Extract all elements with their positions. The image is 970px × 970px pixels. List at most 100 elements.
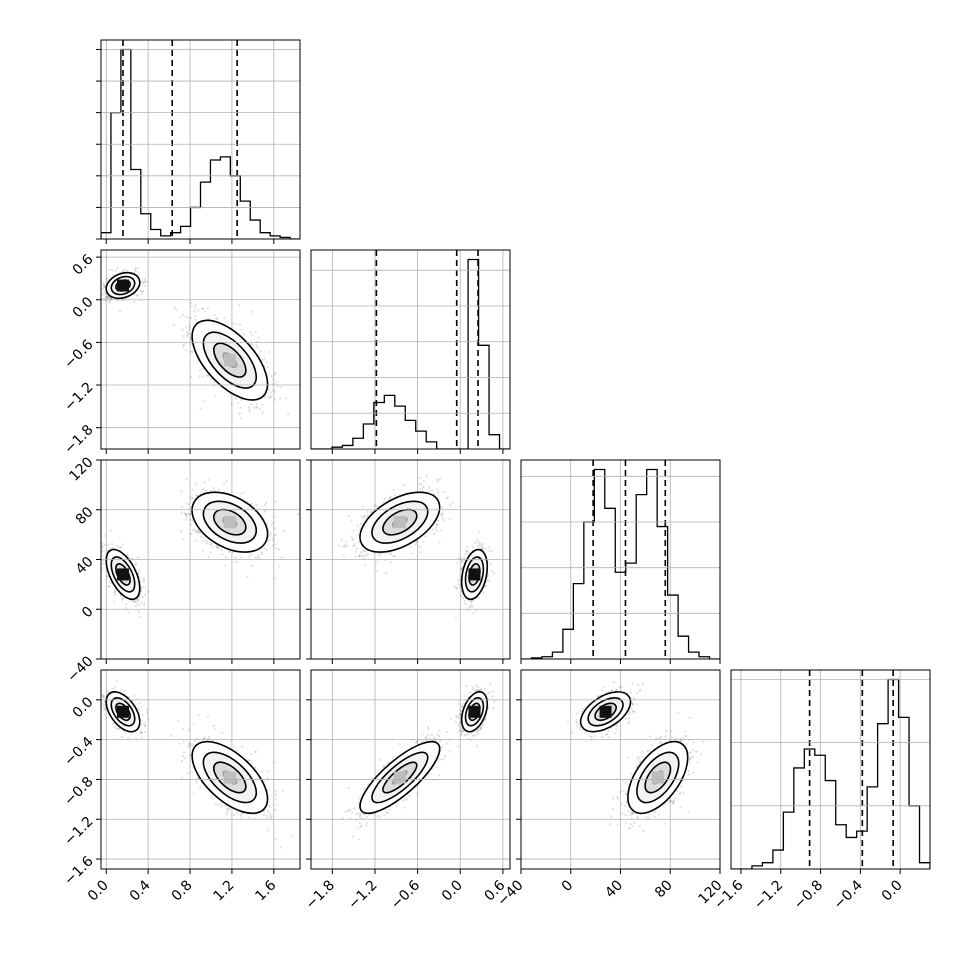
hist-bar (141, 214, 151, 239)
sample-point (118, 310, 122, 313)
sample-point (228, 550, 231, 553)
sample-point (143, 280, 147, 283)
panel-frame (100, 249, 301, 450)
sample-point (210, 489, 213, 493)
sample-point (476, 541, 479, 544)
sample-point (209, 542, 212, 546)
sample-point (206, 307, 210, 310)
hist-bar (384, 395, 394, 449)
sample-point (121, 598, 124, 601)
sample-point (189, 495, 192, 498)
sample-point (491, 550, 494, 553)
sample-point (488, 579, 491, 582)
sample-point (265, 548, 268, 551)
sample-point (422, 540, 425, 544)
hist-bar (191, 207, 201, 239)
sample-point (185, 502, 188, 505)
sample-point (372, 504, 375, 507)
sample-point (187, 513, 190, 516)
sample-point (143, 602, 146, 605)
sample-point (235, 397, 238, 400)
sample-point (456, 561, 459, 565)
sample-point (441, 506, 444, 510)
sample-point (267, 388, 271, 391)
sample-point (469, 605, 472, 609)
sample-point (232, 322, 235, 325)
sample-point (428, 486, 431, 489)
sample-point (102, 283, 105, 287)
sample-point (203, 481, 206, 484)
sample-point (388, 496, 391, 500)
sample-point (101, 545, 104, 548)
sample-point (438, 477, 441, 481)
sample-point (490, 570, 493, 573)
sample-point (242, 333, 245, 336)
sample-point (274, 371, 277, 375)
hist-bar (131, 170, 141, 239)
sample-point (183, 512, 186, 515)
sample-point (188, 326, 191, 329)
hist-bar (374, 403, 384, 449)
sample-point (138, 616, 141, 619)
sample-point (180, 506, 184, 509)
sample-point (182, 335, 185, 338)
sample-point (249, 330, 252, 334)
sample-point (125, 603, 128, 606)
sample-point (102, 291, 106, 294)
sample-point (261, 411, 265, 414)
sample-point (123, 268, 126, 271)
y-tick-label: −1.2 (61, 379, 96, 414)
sample-point (269, 534, 272, 537)
panel-1-1 (310, 249, 511, 454)
sample-point (255, 403, 258, 406)
sample-point (480, 545, 484, 549)
hist-bar (426, 442, 436, 449)
y-tick-label: −40 (64, 653, 96, 685)
sample-point (428, 489, 431, 492)
sample-point (472, 611, 475, 615)
sample-point (275, 547, 278, 550)
sample-point (182, 344, 185, 347)
sample-point (440, 514, 444, 517)
sample-point (259, 349, 262, 353)
sample-point (194, 530, 197, 533)
sample-point (445, 496, 448, 499)
sample-point (102, 285, 106, 288)
sample-point (255, 503, 258, 507)
sample-point (189, 338, 192, 341)
sample-point (190, 316, 193, 320)
sample-point (138, 611, 141, 614)
sample-point (199, 492, 202, 495)
sample-point (414, 543, 417, 546)
y-tick-label: −0.6 (61, 337, 96, 372)
sample-point (110, 269, 114, 272)
sample-point (451, 501, 454, 504)
sample-point (142, 577, 145, 581)
sample-point (198, 369, 202, 372)
sample-point (272, 389, 275, 392)
sample-point (195, 494, 198, 497)
sample-point (441, 512, 444, 515)
sample-point (389, 551, 392, 555)
sample-point (144, 593, 147, 596)
sample-point (215, 546, 219, 549)
sample-point (194, 481, 197, 485)
sample-point (471, 605, 474, 608)
sample-point (203, 310, 207, 313)
sample-point (189, 518, 192, 521)
sample-point (106, 575, 109, 578)
sample-point (118, 546, 121, 549)
sample-point (255, 344, 258, 347)
sample-point (143, 604, 146, 607)
sample-point (185, 518, 188, 521)
sample-point (90, 277, 92, 279)
sample-point (366, 510, 369, 513)
sample-point (457, 557, 460, 560)
sample-point (194, 303, 197, 307)
sample-point (273, 390, 276, 393)
sample-point (113, 591, 116, 594)
sample-point (215, 545, 218, 548)
sample-point (459, 557, 462, 560)
sample-point (415, 540, 418, 543)
sample-point (136, 598, 139, 601)
